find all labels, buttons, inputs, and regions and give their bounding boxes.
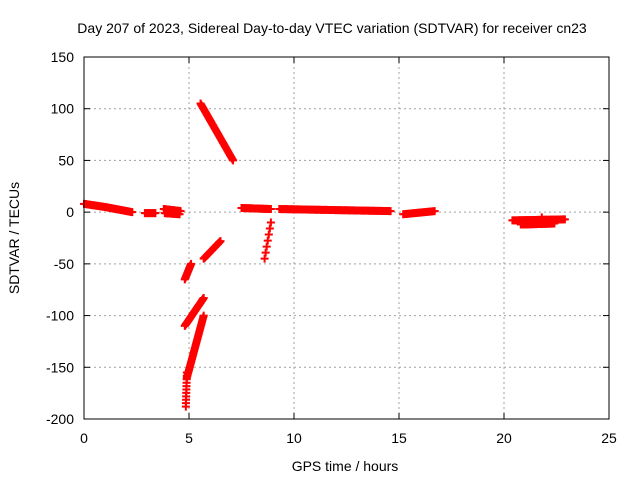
y-tick-label: 50 [58,152,74,168]
data-point [264,230,273,239]
data-point [262,242,271,251]
data-point [266,218,275,227]
y-tick-label: -200 [46,411,74,427]
y-tick-label: -50 [54,256,74,272]
chart-title: Day 207 of 2023, Sidereal Day-to-day VTE… [77,20,587,36]
data-point [266,205,275,214]
data-point [182,368,191,377]
x-tick-label: 15 [391,430,407,446]
data-point [187,259,196,268]
x-tick-label: 5 [185,430,193,446]
y-tick-label: 0 [66,204,74,220]
data-markers [80,99,569,411]
y-tick-label: 100 [51,101,75,117]
y-tick-label: -150 [46,359,74,375]
data-point [263,236,272,245]
x-tick-label: 10 [286,430,302,446]
data-point [560,215,569,224]
y-tick-label: -100 [46,308,74,324]
y-axis-label: SDTVAR / TECUs [6,182,22,294]
grid [84,57,609,419]
x-axis-label: GPS time / hours [292,458,399,474]
data-point [550,219,559,228]
y-tick-label: 150 [51,49,75,65]
plot-frame [83,56,610,420]
x-tick-label: 20 [496,430,512,446]
axis-ticks: 0 5 10 15 20 25 -200 -150 -100 -50 0 50 100 150 [46,49,617,446]
data-point [260,254,269,263]
data-point [151,209,160,218]
data-point [430,207,439,216]
data-point [175,210,184,219]
data-point [216,237,225,246]
data-point [128,208,137,217]
data-point [199,311,208,320]
data-point [386,207,395,216]
x-tick-label: 0 [80,430,88,446]
data-point [199,293,208,302]
data-point [537,213,546,222]
data-point [261,248,270,257]
data-point [265,224,274,233]
data-point [229,156,238,165]
x-tick-label: 25 [601,430,617,446]
